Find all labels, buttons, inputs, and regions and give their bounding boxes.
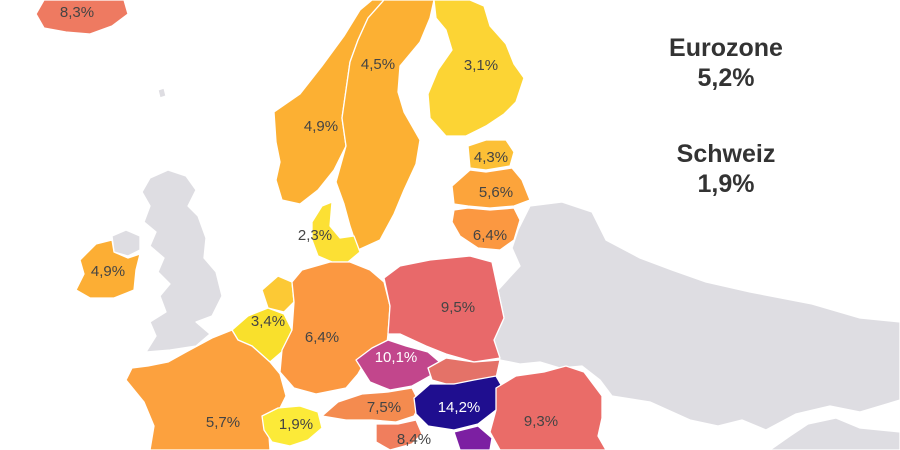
label-iceland: 8,3% <box>60 4 94 21</box>
country-switzerland <box>261 405 323 447</box>
country-slovenia <box>375 419 423 450</box>
label-norway: 4,9% <box>304 118 338 135</box>
great-britain <box>141 169 223 353</box>
label-denmark: 2,3% <box>298 227 332 244</box>
eurozone-label: Eurozone <box>669 34 783 62</box>
label-estonia: 4,3% <box>474 149 508 166</box>
country-romania <box>489 365 607 450</box>
label-austria: 7,5% <box>367 399 401 416</box>
eurozone-summary: Eurozone 5,2% <box>626 33 826 93</box>
country-estonia <box>467 139 515 171</box>
faroe-hint <box>157 87 167 99</box>
country-lithuania <box>451 207 521 251</box>
switzerland-value: 1,9% <box>697 170 755 198</box>
switzerland-summary: Schweiz 1,9% <box>626 139 826 199</box>
country-netherlands <box>261 275 295 313</box>
country-france <box>125 329 287 450</box>
country-iceland <box>35 0 129 35</box>
label-switzerland: 1,9% <box>279 416 313 433</box>
label-ireland: 4,9% <box>91 263 125 280</box>
label-latvia: 5,6% <box>479 184 513 201</box>
country-ireland <box>75 239 141 299</box>
label-romania: 9,3% <box>524 413 558 430</box>
label-poland: 9,5% <box>441 299 475 316</box>
eurozone-value: 5,2% <box>697 64 755 92</box>
country-serbia <box>453 425 493 450</box>
country-poland <box>383 255 505 363</box>
label-slovenia: 8,4% <box>397 431 431 448</box>
non-member-regions <box>111 87 900 450</box>
label-germany: 6,4% <box>305 329 339 346</box>
country-latvia <box>451 167 531 209</box>
turkey-hint <box>769 417 900 450</box>
label-czechia: 10,1% <box>375 349 418 366</box>
label-france: 5,7% <box>206 414 240 431</box>
country-sweden <box>335 0 435 251</box>
countries-layer <box>35 0 607 450</box>
country-denmark <box>311 201 361 263</box>
label-hungary: 14,2% <box>438 399 481 416</box>
northern-ireland <box>111 229 141 257</box>
switzerland-label: Schweiz <box>676 140 776 168</box>
label-lithuania: 6,4% <box>473 227 507 244</box>
label-sweden: 4,5% <box>361 56 395 73</box>
label-finland: 3,1% <box>464 57 498 74</box>
country-finland <box>427 0 525 137</box>
label-belgium: 3,4% <box>251 313 285 330</box>
labels-layer: 8,3% 4,9% 4,5% 3,1% 4,3% 5,6% 6,4% 2,3% … <box>60 4 558 448</box>
